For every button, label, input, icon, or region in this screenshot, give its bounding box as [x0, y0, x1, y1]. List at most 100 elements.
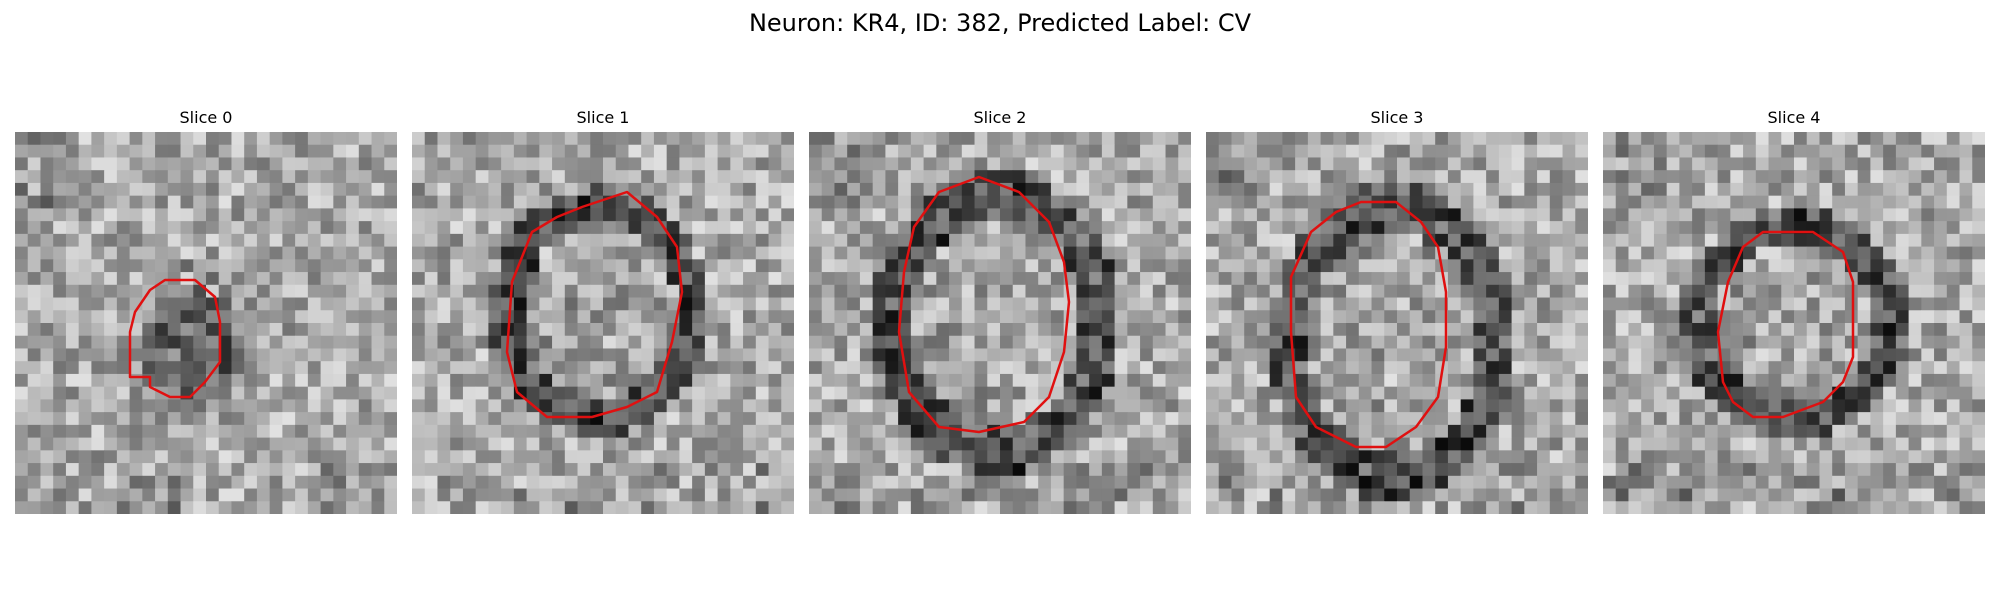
image-pixel [1384, 284, 1398, 298]
image-pixel [53, 424, 67, 438]
image-pixel [577, 233, 591, 247]
image-pixel [142, 157, 156, 171]
image-pixel [244, 284, 258, 298]
image-pixel [488, 373, 502, 388]
image-pixel [1755, 361, 1769, 375]
image-pixel [1511, 488, 1525, 502]
image-pixel [872, 335, 886, 349]
image-pixel [1844, 386, 1859, 400]
image-pixel [1781, 501, 1795, 514]
image-pixel [1089, 208, 1103, 222]
image-pixel [1346, 323, 1360, 337]
image-pixel [269, 144, 283, 158]
image-pixel [1038, 424, 1052, 438]
image-pixel [1921, 437, 1935, 451]
image-pixel [1358, 488, 1372, 502]
image-pixel [15, 132, 29, 146]
image-pixel [129, 132, 143, 146]
image-pixel [1244, 208, 1258, 222]
image-pixel [142, 475, 156, 489]
image-pixel [244, 195, 258, 209]
image-pixel [949, 424, 963, 438]
image-pixel [1844, 463, 1859, 477]
image-pixel [821, 463, 835, 477]
image-pixel [847, 475, 861, 489]
image-pixel [1549, 246, 1563, 260]
image-pixel [1435, 233, 1449, 247]
image-pixel [1743, 132, 1757, 146]
image-pixel [885, 323, 899, 337]
image-pixel [475, 399, 489, 413]
image-pixel [755, 170, 769, 184]
image-pixel [1218, 412, 1232, 426]
image-pixel [1972, 399, 1985, 413]
image-pixel [730, 399, 744, 413]
image-pixel [1704, 450, 1718, 464]
image-pixel [1883, 323, 1897, 337]
image-pixel [15, 157, 29, 171]
image-pixel [615, 361, 629, 375]
image-pixel [488, 412, 502, 426]
image-pixel [1537, 373, 1551, 388]
image-pixel [1537, 246, 1551, 260]
image-pixel [1959, 195, 1973, 209]
image-pixel [949, 437, 963, 451]
image-pixel [513, 310, 527, 324]
image-pixel [885, 221, 899, 235]
image-pixel [244, 437, 258, 451]
image-pixel [910, 132, 924, 146]
image-pixel [1895, 246, 1909, 260]
image-pixel [282, 488, 296, 502]
image-pixel [1486, 361, 1500, 375]
image-pixel [923, 399, 937, 413]
image-pixel [1282, 463, 1296, 477]
image-pixel [40, 463, 54, 477]
image-pixel [142, 335, 156, 349]
image-pixel [730, 310, 744, 324]
image-pixel [155, 424, 169, 438]
image-pixel [1575, 323, 1588, 337]
image-pixel [1089, 157, 1103, 171]
image-pixel [1537, 488, 1551, 502]
image-pixel [743, 182, 757, 197]
image-pixel [1152, 170, 1166, 184]
image-pixel [1358, 386, 1372, 400]
image-pixel [346, 297, 360, 311]
image-pixel [193, 323, 207, 337]
image-pixel [1244, 195, 1258, 209]
image-pixel [1641, 373, 1655, 388]
image-pixel [755, 386, 769, 400]
image-pixel [1524, 335, 1538, 349]
image-pixel [653, 182, 668, 197]
image-pixel [1076, 335, 1090, 349]
image-pixel [936, 233, 950, 247]
image-pixel [384, 373, 397, 388]
image-pixel [78, 450, 92, 464]
image-pixel [424, 386, 438, 400]
image-pixel [437, 182, 451, 197]
image-pixel [320, 475, 334, 489]
image-pixel [1653, 157, 1668, 171]
image-pixel [116, 284, 130, 298]
image-pixel [1140, 195, 1154, 209]
image-pixel [412, 272, 426, 286]
image-pixel [1717, 246, 1731, 260]
image-pixel [704, 297, 718, 311]
image-pixel [155, 170, 169, 184]
image-pixel [1101, 157, 1115, 171]
image-pixel [1282, 246, 1296, 260]
image-pixel [371, 450, 385, 464]
image-pixel [104, 399, 118, 413]
image-pixel [167, 361, 181, 375]
image-pixel [65, 424, 80, 438]
image-pixel [104, 246, 118, 260]
image-pixel [206, 386, 220, 400]
image-pixel [462, 144, 477, 158]
image-pixel [1231, 424, 1245, 438]
image-pixel [781, 284, 794, 298]
image-pixel [1972, 221, 1985, 235]
image-pixel [307, 348, 321, 362]
image-pixel [1000, 310, 1014, 324]
image-pixel [91, 259, 105, 273]
image-pixel [1704, 284, 1718, 298]
